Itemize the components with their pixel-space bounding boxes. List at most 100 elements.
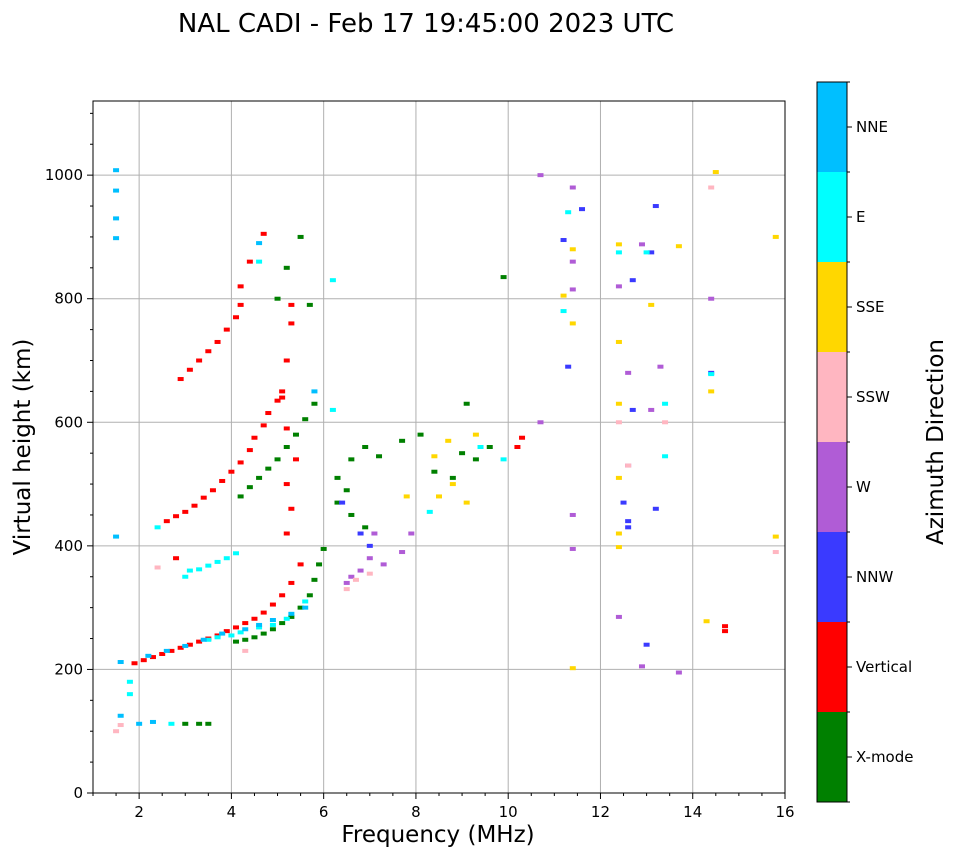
data-point [256,622,263,627]
data-point [209,488,216,493]
data-point [408,531,415,536]
colorbar-label: Azimuth Direction [923,339,949,545]
y-tick-label: 400 [54,537,83,555]
series-sse [403,170,779,671]
data-point [223,327,230,332]
data-point [246,448,253,453]
data-point [615,531,622,536]
data-point [569,321,576,326]
data-point [288,302,295,307]
data-point [708,296,715,301]
data-point [113,729,120,734]
data-point [329,278,336,283]
data-point [182,721,189,726]
data-point [362,445,369,449]
data-point [311,577,318,582]
data-point [625,463,632,468]
data-point [371,531,378,536]
data-point [168,721,175,726]
data-point [279,621,286,626]
data-point [615,614,622,619]
data-point [352,577,359,582]
data-point [772,550,779,555]
data-point [472,457,479,462]
data-point [569,546,576,551]
data-point [205,637,212,642]
colorbar-tick-label: SSW [856,388,890,406]
data-point [357,568,364,573]
data-point [339,500,346,505]
data-point [113,168,120,173]
data-point [283,482,290,487]
data-point [126,692,133,697]
data-point [251,435,258,440]
data-point [514,445,521,449]
data-point [477,445,484,449]
colorbar-tick-label: NNW [856,568,893,586]
y-tick-label: 600 [54,413,83,431]
data-point [283,265,290,270]
data-point [288,321,295,326]
data-point [200,495,207,500]
data-point [560,238,567,243]
colorbar-tick-label: W [856,478,871,496]
data-point [223,556,230,561]
data-point [638,664,645,669]
data-point [182,509,189,514]
data-point [260,631,267,636]
data-point [463,500,470,505]
data-point [615,420,622,425]
data-point [449,475,456,480]
data-point [343,587,350,592]
colorbar: X-mode Vertical NNW W SSW SSE E NNE [816,81,913,803]
data-point [117,660,124,665]
data-point [242,637,249,642]
data-point [463,401,470,406]
data-point [675,670,682,675]
y-tick-label: 800 [54,290,83,308]
series-vertical [131,231,729,666]
data-point [214,559,221,564]
colorbar-swatch [817,82,847,172]
data-point [283,358,290,363]
data-point [472,432,479,437]
data-point [205,721,212,726]
data-point [149,655,156,660]
series-ssw [113,185,779,734]
data-point [237,460,244,465]
data-point [311,389,318,394]
colorbar-swatch [817,532,847,622]
data-point [196,358,203,363]
data-point [269,627,276,632]
data-point [131,661,138,666]
data-point [431,469,438,474]
data-point [117,723,124,728]
data-point [177,377,184,382]
data-point [237,302,244,307]
data-point [288,614,295,619]
data-point [117,713,124,718]
data-point [620,500,627,505]
data-point [662,420,669,425]
data-point [334,475,341,480]
data-point [675,244,682,249]
x-tick-label: 8 [411,803,421,821]
data-point [163,648,170,653]
data-point [260,610,267,615]
data-point [445,438,452,443]
data-point [186,642,193,647]
data-point [366,543,373,548]
data-point [196,567,203,572]
data-point [251,616,258,621]
data-point [569,259,576,264]
grid-lines [93,101,785,793]
data-point [140,658,147,663]
data-point [311,401,318,406]
data-point [256,259,263,264]
data-point [403,494,410,499]
data-point [579,207,586,212]
data-point [643,250,650,255]
data-point [569,287,576,292]
data-point [615,401,622,406]
y-axis-label: Virtual height (km) [10,339,36,556]
